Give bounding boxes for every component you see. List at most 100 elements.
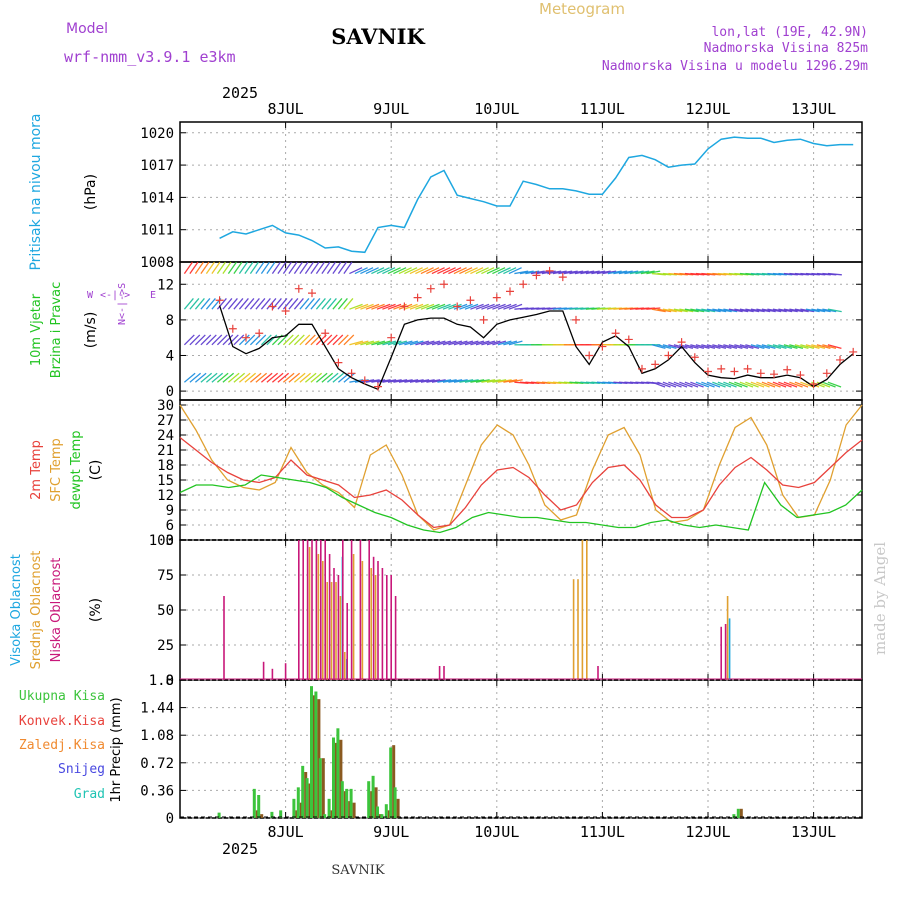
wind-gust-marker [255, 329, 264, 338]
y-tick-label: 1.44 [140, 701, 174, 717]
wind-barb-arrow [492, 340, 507, 346]
wind-gust-marker [624, 335, 633, 344]
wind-barb-arrow [745, 381, 759, 388]
wind-barb-arrow [393, 379, 408, 383]
wind-barb-arrow [481, 267, 495, 275]
wind-gust-marker [743, 364, 752, 373]
wind-gust-marker [836, 355, 844, 364]
wind-barb-arrow [238, 298, 249, 310]
wind-barb-arrow [668, 381, 682, 388]
wind-gust-marker [572, 315, 580, 324]
wind-barb-arrow [216, 261, 226, 274]
svg-text:<-|->: <-|-> [100, 290, 130, 301]
wind-barb-arrow [607, 270, 622, 275]
wind-barb-arrow [183, 298, 194, 310]
wind-gust-marker [413, 293, 422, 302]
wind-barb-arrow [679, 381, 693, 388]
wind-barb-arrow [783, 308, 798, 313]
wind-barb-arrow [800, 381, 814, 388]
wind-barb-arrow [360, 303, 374, 310]
wind-barb-arrow [767, 308, 782, 313]
wind-barb-arrow [486, 340, 501, 346]
wind-axis-unit: (m/s) [83, 312, 99, 349]
wind-barb-arrow [398, 267, 412, 275]
wind-barb-arrow [789, 381, 803, 388]
pressure-line [219, 136, 854, 254]
wind-barb-arrow [343, 334, 355, 346]
wind-barb-arrow [794, 344, 809, 350]
wind-gust-marker [426, 284, 435, 293]
precip-total-bar [340, 781, 344, 818]
temp-axis-titles: 2m Temp SFC Temp dewpt Temp (C) [29, 430, 104, 509]
wind-barb-arrow [371, 340, 386, 346]
wind-barb-arrow [624, 270, 639, 275]
credit-watermark: made by Angel [871, 542, 889, 655]
wind-barb-arrow [437, 267, 451, 275]
wind-barb-arrow [481, 379, 496, 383]
sfc-temp-line [179, 404, 863, 531]
wind-barb-arrow [827, 272, 842, 276]
wind-barb-arrow [332, 334, 344, 346]
wind-barb-arrow [227, 372, 240, 383]
wind-barb-arrow [315, 372, 328, 383]
wind-barb-arrow [222, 372, 235, 383]
x-tick-label-top: 10JUL [474, 100, 519, 118]
wind-barb-arrow [684, 381, 699, 388]
wind-barb-arrow [415, 267, 429, 275]
wind-gust-marker [783, 365, 792, 374]
wind-barb-arrow [282, 261, 292, 274]
y-tick-label: 27 [157, 413, 174, 429]
y-tick-label: 0 [166, 673, 174, 689]
precip-conv-bar [739, 808, 743, 818]
wind-barb-arrow [349, 303, 363, 310]
wind-barb-arrow [365, 267, 379, 275]
wind-barb-arrow [651, 381, 666, 388]
wind-barb-arrow [464, 267, 478, 275]
wind-barb-arrow [580, 270, 595, 275]
wind-barb-arrow [706, 381, 721, 388]
wind-barb-arrow [271, 372, 284, 383]
wind-barb-arrow [822, 344, 837, 350]
wind-barb-arrow [756, 381, 770, 388]
wind-barb-arrow [712, 308, 727, 313]
wind-barb-arrow [288, 372, 301, 383]
wind-barb-arrow [387, 379, 402, 383]
wind-barb-arrow [558, 270, 573, 275]
wind-gust-marker [360, 376, 369, 385]
wind-barb-arrow [244, 298, 255, 310]
wind-barb-arrow [486, 379, 501, 383]
panel-frame-0 [179, 121, 863, 263]
wind-barb-arrow [442, 267, 456, 275]
wind-gust-marker [849, 347, 858, 356]
wind-gust-marker [545, 266, 554, 275]
wind-barb-arrow [519, 270, 534, 275]
wind-barb-arrow [426, 267, 440, 275]
wind-gust-marker [690, 353, 699, 362]
wind-barb-arrow [404, 267, 418, 275]
wind-gust-marker [466, 296, 475, 305]
dewpoint-line [179, 474, 863, 534]
wind-barb-arrow [464, 303, 479, 310]
wind-barb-arrow [596, 270, 611, 275]
y-tick-label: 1020 [140, 126, 174, 142]
wind-barb-arrow [189, 261, 199, 274]
wind-barb-arrow [260, 334, 272, 346]
precip-legend: Ukupna Kisa Konvek.Kisa Zaledj.Kisa Snij… [19, 689, 124, 803]
wind-barb-arrow [365, 340, 380, 346]
precip-total-bar [332, 737, 335, 818]
wind-axis-title-2: Brzina i Pravac [49, 282, 64, 379]
wind-barb-arrow [227, 298, 238, 310]
wind-barb-arrow [194, 298, 205, 310]
wind-barb-arrow [321, 261, 331, 274]
wind-barb-arrow [662, 308, 677, 313]
wind-gust-marker [598, 342, 607, 351]
y-tick-label: 6 [166, 518, 174, 534]
wind-gust-marker [822, 369, 831, 378]
wind-barb-arrow [255, 372, 268, 383]
y-tick-label: 0 [166, 811, 174, 827]
precip-total-bar [384, 804, 388, 818]
meteogram-label: Meteogram [539, 0, 625, 18]
wind-barb-arrow [442, 303, 457, 310]
wind-barb-arrow [437, 379, 452, 383]
wind-barb-arrow [420, 340, 435, 346]
